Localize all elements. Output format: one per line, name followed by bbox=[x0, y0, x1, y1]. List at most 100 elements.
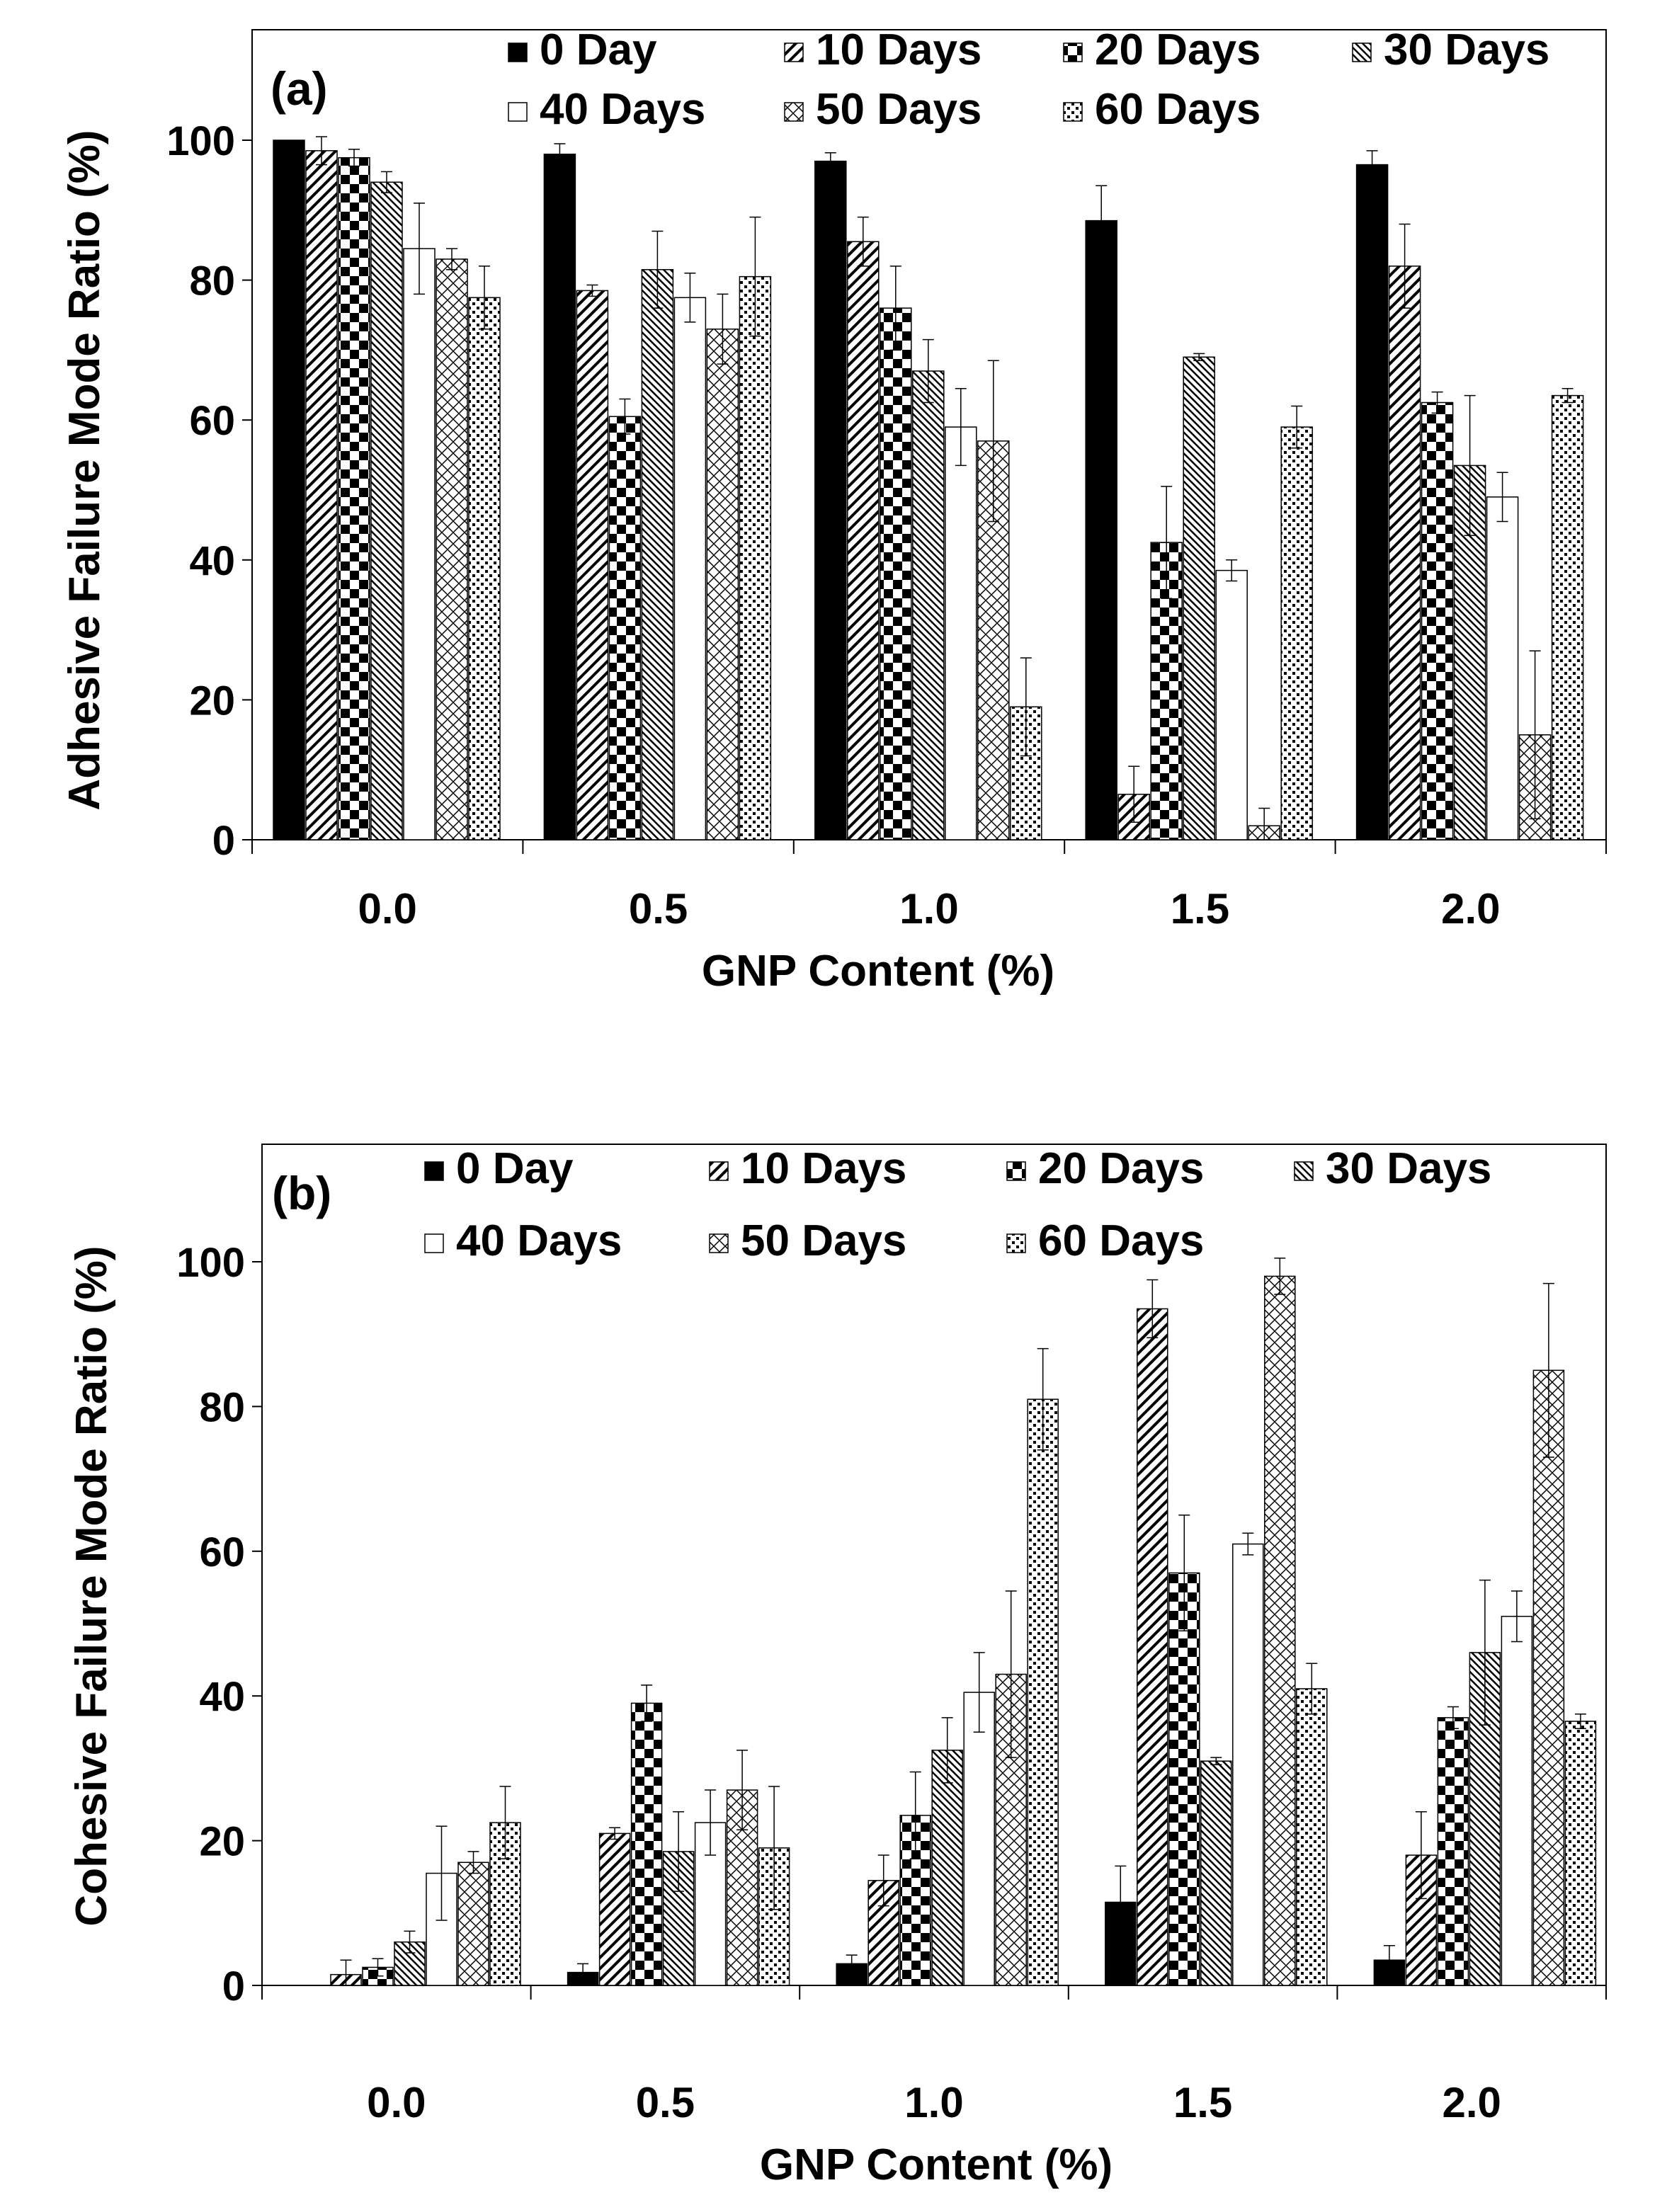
bar bbox=[1355, 164, 1389, 840]
y-tick-label: 100 bbox=[176, 1240, 245, 1286]
legend-label: 0 Day bbox=[540, 25, 657, 74]
bar bbox=[963, 1692, 995, 1986]
y-tick-label: 40 bbox=[199, 1674, 245, 1720]
y-tick-label: 0 bbox=[222, 1963, 245, 2009]
y-axis-label: Adhesive Failure Mode Ratio (%) bbox=[60, 130, 109, 810]
legend-label: 20 Days bbox=[1038, 1144, 1204, 1193]
legend-label: 40 Days bbox=[456, 1216, 622, 1265]
bar bbox=[814, 160, 847, 840]
bar bbox=[543, 154, 576, 840]
bar bbox=[641, 269, 674, 840]
bar bbox=[598, 1832, 631, 1986]
bar bbox=[403, 248, 436, 840]
legend-label: 10 Days bbox=[741, 1144, 906, 1193]
legend-label: 0 Day bbox=[456, 1144, 574, 1193]
bars bbox=[273, 136, 1584, 840]
legend-label: 20 Days bbox=[1095, 25, 1261, 74]
legend-swatch bbox=[1352, 42, 1372, 62]
legend: 0 Day 10 Days 20 Days 30 Days 40 Days 50 Days… bbox=[424, 1144, 1491, 1265]
bar bbox=[673, 297, 707, 840]
bar bbox=[1027, 1398, 1059, 1986]
bar bbox=[273, 139, 305, 840]
y-tick-label: 60 bbox=[189, 398, 235, 444]
bars bbox=[330, 1258, 1597, 1986]
bar bbox=[305, 150, 338, 840]
bar bbox=[1486, 496, 1519, 840]
bar bbox=[1296, 1688, 1328, 1986]
legend: 0 Day 10 Days 20 Days 30 Days 40 Days 50 Days… bbox=[508, 25, 1549, 134]
bar bbox=[1532, 1369, 1565, 1986]
y-tick-label: 20 bbox=[189, 678, 235, 724]
legend-swatch bbox=[1063, 102, 1083, 122]
bar bbox=[370, 181, 403, 840]
legend-swatch bbox=[1006, 1233, 1026, 1253]
chart-panel-b: 0 20 40 60 80 100 0.0 0.5 1.0 1.5 2.0 0 Day 10 Day… bbox=[67, 1144, 1607, 2189]
bar bbox=[1551, 394, 1584, 840]
x-tick-label: 0.0 bbox=[358, 885, 416, 933]
legend-swatch bbox=[784, 102, 804, 122]
bar bbox=[576, 290, 609, 840]
bar bbox=[1215, 569, 1248, 840]
y-tick-label: 0 bbox=[212, 818, 235, 864]
legend-label: 60 Days bbox=[1095, 85, 1261, 134]
bar bbox=[1264, 1275, 1296, 1986]
bar bbox=[1183, 356, 1215, 840]
bar bbox=[847, 241, 880, 840]
x-tick-label: 1.0 bbox=[904, 2079, 963, 2126]
legend-label: 50 Days bbox=[816, 85, 982, 134]
bar bbox=[739, 275, 772, 840]
bar bbox=[1137, 1308, 1168, 1986]
bar bbox=[468, 297, 501, 840]
legend-swatch bbox=[508, 42, 528, 62]
bar bbox=[338, 156, 370, 840]
bar bbox=[706, 329, 739, 840]
y-tick-label: 80 bbox=[189, 258, 235, 304]
x-tick-label: 1.5 bbox=[1173, 2079, 1232, 2126]
bar bbox=[1564, 1721, 1597, 1986]
legend-label: 40 Days bbox=[540, 85, 705, 134]
x-tick-label: 2.0 bbox=[1441, 885, 1500, 933]
panel-label: (a) bbox=[271, 62, 328, 115]
bar bbox=[1437, 1717, 1469, 1986]
x-tick-label: 1.5 bbox=[1171, 885, 1229, 933]
x-tick-label: 1.0 bbox=[899, 885, 958, 933]
bar bbox=[630, 1702, 663, 1986]
bar bbox=[912, 370, 945, 840]
bar bbox=[608, 416, 642, 840]
legend-swatch bbox=[424, 1233, 444, 1253]
bar bbox=[436, 258, 468, 840]
y-axis-ticks: 0 20 40 60 80 100 bbox=[176, 1240, 262, 2009]
y-tick-label: 40 bbox=[189, 538, 235, 584]
legend-swatch bbox=[709, 1161, 729, 1181]
x-axis-ticks: 0.0 0.5 1.0 1.5 2.0 bbox=[251, 840, 1607, 933]
legend-label: 50 Days bbox=[741, 1216, 906, 1265]
legend-swatch bbox=[1063, 42, 1083, 62]
legend-label: 30 Days bbox=[1326, 1144, 1491, 1193]
bar bbox=[945, 426, 977, 840]
bar bbox=[1200, 1760, 1232, 1986]
y-tick-label: 80 bbox=[199, 1384, 245, 1430]
y-tick-label: 60 bbox=[199, 1529, 245, 1575]
legend-label: 60 Days bbox=[1038, 1216, 1204, 1265]
legend-swatch bbox=[709, 1233, 729, 1253]
x-axis-label: GNP Content (%) bbox=[760, 2140, 1113, 2189]
bar bbox=[1085, 220, 1117, 840]
chart-panel-a: 0 20 40 60 80 100 0.0 0.5 1.0 1.5 2.0 0 Day 10 Day… bbox=[60, 25, 1607, 996]
x-tick-label: 0.0 bbox=[367, 2079, 426, 2126]
x-tick-label: 2.0 bbox=[1442, 2079, 1501, 2126]
bar bbox=[1388, 266, 1421, 840]
bar bbox=[977, 440, 1010, 840]
bar bbox=[1501, 1616, 1533, 1986]
bar bbox=[1232, 1543, 1264, 1986]
bar bbox=[931, 1750, 963, 1986]
y-tick-label: 100 bbox=[166, 118, 235, 164]
legend-label: 30 Days bbox=[1384, 25, 1549, 74]
y-tick-label: 20 bbox=[199, 1819, 245, 1865]
x-tick-label: 0.5 bbox=[636, 2079, 695, 2126]
bar bbox=[880, 307, 912, 840]
bar bbox=[457, 1862, 489, 1986]
legend-swatch bbox=[424, 1161, 444, 1181]
legend-label: 10 Days bbox=[816, 25, 982, 74]
y-axis-label: Cohesive Failure Mode Ratio (%) bbox=[67, 1245, 116, 1926]
